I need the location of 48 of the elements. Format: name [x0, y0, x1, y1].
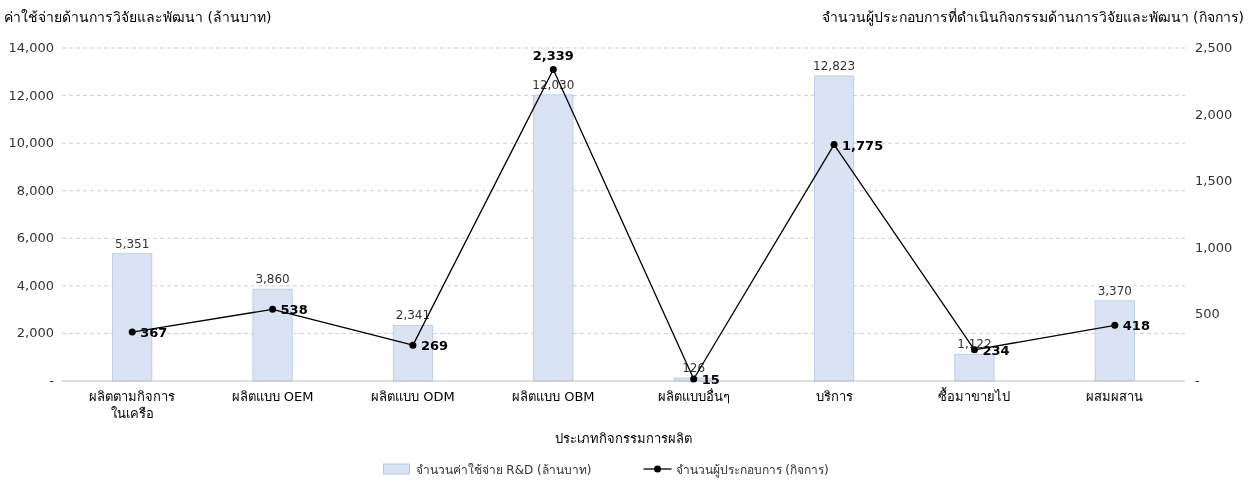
data-label: 418: [1122, 318, 1150, 334]
y-tick-label: 2,000: [16, 325, 54, 341]
data-label: 12,823: [813, 59, 856, 73]
bar: [533, 94, 574, 382]
data-label: 538: [280, 302, 308, 318]
y2-tick-label: 500: [1195, 306, 1220, 322]
x-tick-label: บริการ: [815, 389, 853, 404]
x-tick-label: ผลิตแบบ ODM: [371, 389, 455, 404]
y-tick-label: 12,000: [8, 87, 54, 103]
x-tick-label: ผลิตแบบอื่นๆ: [657, 388, 730, 404]
x-tick-label: ผสมผสาน: [1086, 389, 1144, 404]
y2-tick-label: -: [1195, 373, 1200, 388]
y2-axis-title: จำนวนผู้ประกอบการที่ดำเนินกิจกรรมด้านการวิจัยและพัฒนา (กิจการ): [821, 8, 1244, 26]
data-label: 3,370: [1097, 283, 1132, 298]
y-tick-label: -: [49, 373, 55, 388]
data-label: 2,339: [532, 48, 574, 64]
x-tick-label: ผลิตตามกิจการ ในเครือ: [89, 389, 176, 421]
point: [128, 328, 136, 336]
point: [269, 305, 277, 313]
y-tick-label: 14,000: [8, 40, 54, 55]
legend-label: จำนวนผู้ประกอบการ (กิจการ): [675, 463, 829, 478]
point: [830, 141, 838, 149]
data-label: 1,775: [842, 137, 884, 153]
y2-tick-label: 2,500: [1195, 40, 1233, 55]
y-tick-label: 4,000: [16, 277, 54, 293]
y2-tick-label: 2,000: [1195, 106, 1233, 122]
data-label: 2,341: [395, 308, 431, 323]
data-label: 3,860: [255, 272, 290, 287]
point: [690, 375, 698, 383]
data-label: 269: [420, 338, 449, 354]
y-tick-label: 6,000: [16, 230, 54, 246]
legend-label: จำนวนค่าใช้จ่าย R&D (ล้านบาท): [415, 463, 592, 477]
x-axis-title: ประเภทกิจกรรมการผลิต: [555, 431, 692, 446]
x-tick-label: ผลิตแบบ OBM: [512, 389, 595, 404]
point: [1111, 321, 1119, 329]
y-tick-label: 8,000: [16, 182, 54, 198]
data-label: 15: [701, 372, 720, 387]
data-label: 367: [140, 325, 168, 341]
point: [549, 65, 557, 73]
point: [409, 341, 417, 349]
bar: [954, 353, 995, 382]
y2-tick-label: 1,500: [1195, 173, 1233, 189]
x-tick-label: ซื้อมาขายไป: [938, 387, 1011, 404]
x-tick-label: ผลิตแบบ OEM: [231, 389, 314, 404]
y-tick-label: 10,000: [8, 135, 54, 151]
y2-tick-label: 1,000: [1195, 239, 1233, 255]
y-axis-title: ค่าใช้จ่ายด้านการวิจัยและพัฒนา (ล้านบาท): [4, 9, 272, 25]
data-label: 5,351: [115, 236, 150, 251]
